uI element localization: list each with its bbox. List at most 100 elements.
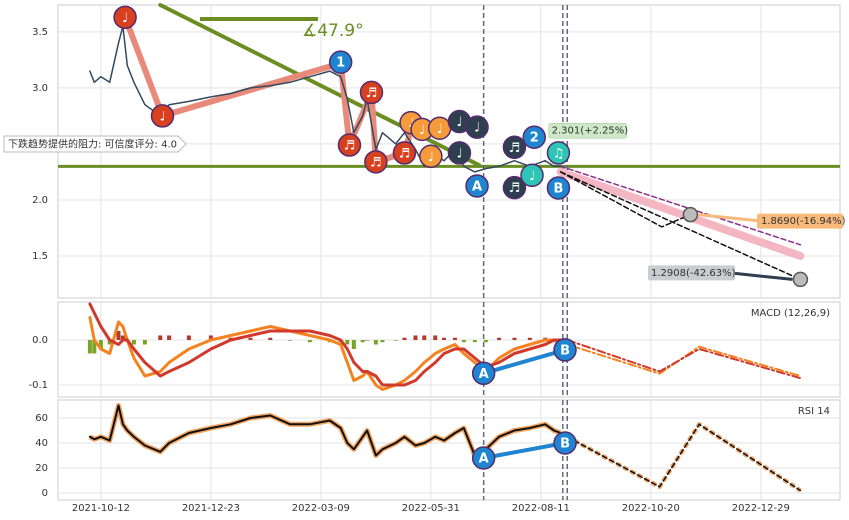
signal-circle [328,50,353,74]
macd-histogram-bar [186,335,191,340]
signal-label: A [479,367,489,382]
series-line [88,302,563,387]
target-arrow [734,271,793,281]
signal-circle [502,135,527,160]
signal-label: ♩ [529,169,535,184]
series-line [481,347,567,376]
signal-circle [113,5,137,30]
signal-label: ♩ [408,116,414,131]
series-line [559,171,692,228]
signal-marker: ♬ [502,175,527,200]
x-tick-label: 2022-10-20 [622,503,680,514]
signal-circle [553,431,577,455]
target-text: 1.2908(-42.63%) [651,268,736,279]
signal-label: B [560,343,570,358]
macd-histogram-bar [380,339,385,343]
signal-marker: 2 [522,125,546,149]
signal-marker: ♩ [447,141,472,165]
series-line [566,423,802,492]
x-tick-label: 2021-10-12 [72,503,130,514]
macd-histogram-bar [87,339,92,354]
target-label: 2.301(+2.25%) [548,122,629,139]
macd-histogram-bar [131,339,136,345]
signal-label: ♬ [370,155,382,170]
macd-histogram-bar [453,337,458,340]
series-line [559,165,802,246]
signal-marker: B [546,176,571,200]
macd-histogram-bar [393,339,398,341]
macd-histogram-bar [413,335,418,340]
signal-circle [465,115,489,139]
signal-marker: ♩ [520,163,544,188]
line-outline [566,422,802,493]
signal-marker: ♩ [465,115,489,139]
series-line [566,343,802,377]
signal-circle [337,133,362,157]
line-outline [88,403,562,458]
signal-marker: ♬ [359,80,384,105]
macd-histogram-bar [351,339,356,349]
target-box [548,122,627,139]
target-box [648,265,735,281]
signal-circle [465,174,489,198]
signal-marker: B [553,431,577,455]
signal-circle [522,125,546,149]
y-tick-label: 20 [35,463,48,474]
y-tick-label: 0.0 [32,335,48,346]
annotation-text: 下跌趋势提供的阻力: 可信度评分: 4.0 [8,138,177,151]
macd-histogram-bar [208,335,213,340]
panel-frame [57,301,841,398]
signal-marker: A [471,361,496,386]
x-tick-label: 2022-12-29 [732,503,790,514]
macd-histogram-bar [433,335,438,340]
target-point [682,206,699,223]
signal-marker: ♩ [427,116,452,141]
signal-circle [447,141,472,165]
macd-histogram-bar [402,337,407,340]
series-line [556,167,805,260]
signal-marker: ♬ [392,141,417,165]
target-box [757,213,843,229]
signal-label: ♩ [159,109,165,124]
signal-marker: A [465,174,489,198]
macd-histogram-bar [120,335,125,340]
target-arrow [698,213,758,223]
macd-histogram-bar [461,339,466,343]
signal-label: ♫ [553,146,565,161]
macd-histogram-bar [422,335,427,340]
signal-marker: ♩ [419,144,443,169]
macd-histogram-bar [360,339,365,343]
macd-histogram-bar [307,339,312,343]
target-text: 1.8690(-16.94%) [761,216,846,227]
panel-title: RSI 14 [798,406,830,417]
panel-frame [57,399,841,501]
series-line [559,171,802,281]
signal-label: ♩ [122,11,128,26]
signal-label: ♩ [437,122,443,137]
signal-label: ♩ [428,150,434,165]
signal-marker: ♩ [150,104,175,128]
target-text: 2.301(+2.25%) [552,126,629,137]
y-tick-label: 40 [35,438,48,449]
signal-marker: ♩ [113,5,137,30]
signal-label: ♬ [509,141,521,156]
signal-circle [546,141,571,165]
signal-marker: A [471,446,496,470]
macd-histogram-bar [107,339,112,345]
macd-histogram-bar [345,339,350,345]
y-tick-label: 1.5 [32,251,48,262]
x-tick-label: 2022-08-11 [512,503,570,514]
macd-histogram-bar [92,339,97,354]
macd-histogram-bar [442,337,447,340]
signal-circle [471,446,496,470]
macd-histogram-bar [483,339,488,343]
signal-circle [502,175,527,200]
y-tick-label: -0.1 [28,380,48,391]
macd-histogram-bar [373,339,378,345]
signal-label: ♬ [509,181,521,196]
signal-circle [471,361,496,386]
signal-circle [364,150,388,174]
macd-histogram-bar [158,335,163,340]
panel-title: MACD (12,26,9) [751,308,830,319]
y-tick-label: 60 [35,413,48,424]
